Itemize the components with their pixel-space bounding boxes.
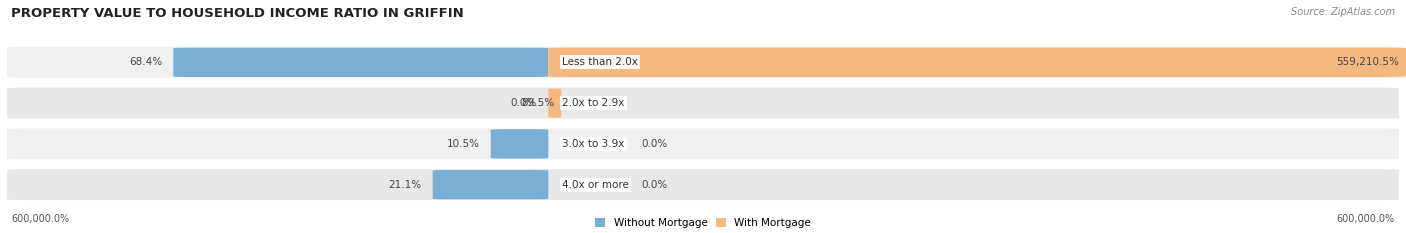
Text: 10.5%: 10.5% (447, 139, 479, 149)
FancyBboxPatch shape (433, 170, 548, 199)
Text: 600,000.0%: 600,000.0% (11, 214, 69, 224)
Text: 4.0x or more: 4.0x or more (562, 180, 630, 190)
FancyBboxPatch shape (491, 129, 548, 158)
Text: Source: ZipAtlas.com: Source: ZipAtlas.com (1291, 7, 1395, 17)
FancyBboxPatch shape (7, 169, 1399, 200)
Text: 0.0%: 0.0% (641, 139, 668, 149)
FancyBboxPatch shape (544, 88, 565, 118)
FancyBboxPatch shape (7, 88, 1399, 119)
Text: 89.5%: 89.5% (522, 98, 554, 108)
Text: Less than 2.0x: Less than 2.0x (562, 57, 638, 67)
Text: 2.0x to 2.9x: 2.0x to 2.9x (562, 98, 624, 108)
FancyBboxPatch shape (7, 47, 1399, 78)
Text: 68.4%: 68.4% (129, 57, 162, 67)
Text: 21.1%: 21.1% (388, 180, 422, 190)
Text: 0.0%: 0.0% (641, 180, 668, 190)
Text: PROPERTY VALUE TO HOUSEHOLD INCOME RATIO IN GRIFFIN: PROPERTY VALUE TO HOUSEHOLD INCOME RATIO… (11, 7, 464, 20)
Text: 559,210.5%: 559,210.5% (1336, 57, 1399, 67)
Text: 600,000.0%: 600,000.0% (1337, 214, 1395, 224)
FancyBboxPatch shape (548, 48, 1406, 77)
FancyBboxPatch shape (7, 128, 1399, 159)
Text: 0.0%: 0.0% (510, 98, 537, 108)
FancyBboxPatch shape (173, 48, 548, 77)
Text: 3.0x to 3.9x: 3.0x to 3.9x (562, 139, 624, 149)
Legend: Without Mortgage, With Mortgage: Without Mortgage, With Mortgage (595, 218, 811, 228)
